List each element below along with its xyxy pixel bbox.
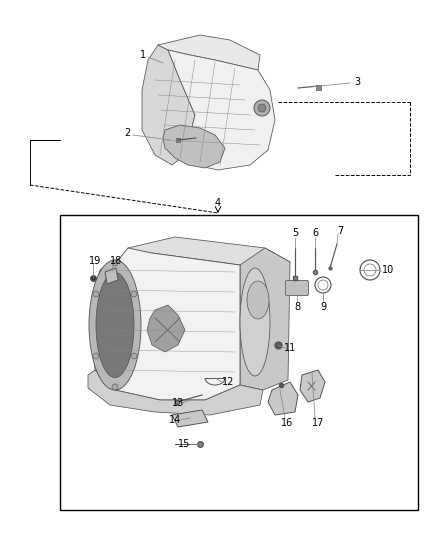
Circle shape [112,260,118,266]
Polygon shape [300,370,325,402]
Ellipse shape [89,260,141,390]
Text: 19: 19 [89,256,101,266]
Polygon shape [90,248,240,400]
Text: 9: 9 [320,302,326,312]
Polygon shape [105,268,118,284]
Circle shape [131,353,137,359]
Polygon shape [88,370,263,415]
Text: 14: 14 [169,415,181,425]
Text: 11: 11 [284,343,296,353]
Circle shape [131,291,137,297]
Text: 13: 13 [172,398,184,408]
Circle shape [112,384,118,390]
Polygon shape [128,237,290,275]
Text: 4: 4 [215,198,221,208]
Text: 17: 17 [312,418,324,428]
Bar [60,215,418,510]
Ellipse shape [240,268,270,376]
Circle shape [258,104,266,112]
Text: 3: 3 [354,77,360,87]
Circle shape [93,353,99,359]
Ellipse shape [96,272,134,377]
Text: 12: 12 [222,377,234,387]
Polygon shape [172,410,208,427]
Ellipse shape [247,281,269,319]
Polygon shape [168,50,275,170]
Text: 5: 5 [292,228,298,238]
Polygon shape [268,382,298,415]
Text: 15: 15 [178,439,190,449]
Text: 7: 7 [337,226,343,236]
Circle shape [254,100,270,116]
Polygon shape [163,125,225,168]
Polygon shape [147,305,185,352]
Text: 6: 6 [312,228,318,238]
Text: 10: 10 [382,265,394,275]
Bar [176,138,180,142]
Text: 18: 18 [110,256,122,266]
Text: 8: 8 [294,302,300,312]
Circle shape [93,291,99,297]
Text: 2: 2 [124,128,130,138]
Text: 16: 16 [281,418,293,428]
Polygon shape [240,248,290,390]
Bar [316,85,321,90]
Polygon shape [158,35,260,70]
Text: 1: 1 [140,50,146,60]
FancyBboxPatch shape [286,280,308,295]
Polygon shape [142,45,195,165]
